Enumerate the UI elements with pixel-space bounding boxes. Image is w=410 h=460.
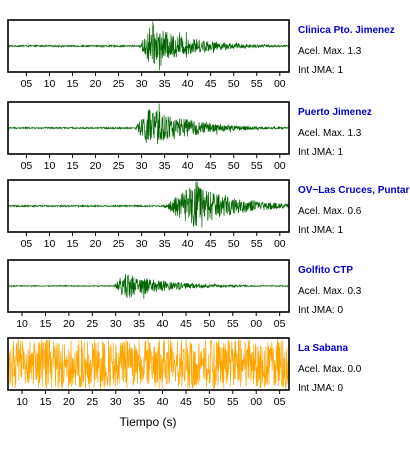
panel-2: 05 10 15 20 25 30 35 40 45 50 55 00 Puerto Jimenez Ac…	[7, 101, 372, 172]
x-tick-label: 45	[205, 78, 217, 90]
station-name: La Sabana	[298, 343, 348, 354]
waveform-trace	[7, 21, 290, 71]
x-tick-label: 50	[204, 318, 216, 330]
x-tick-label: 35	[159, 238, 171, 250]
x-tick-label: 10	[16, 318, 28, 330]
x-tick-label: 40	[182, 160, 194, 172]
x-tick-label: 25	[113, 78, 125, 90]
x-tick-label: 20	[90, 160, 102, 172]
panel-4: 10 15 20 25 30 35 40 45 50 55 00 05 Golfito CTP Acel.…	[7, 259, 362, 330]
x-tick-label: 25	[113, 238, 125, 250]
x-tick-label: 15	[67, 78, 79, 90]
x-tick-label: 15	[67, 160, 79, 172]
seismogram-panels: 05 10 15 20 25 30 35 40 45 50 55 00 Clinica Pto. Jim…	[7, 19, 410, 408]
x-tick-label: 20	[90, 238, 102, 250]
x-tick-label: 25	[86, 318, 98, 330]
waveform-trace	[7, 273, 290, 299]
x-tick-label: 20	[90, 78, 102, 90]
x-tick-label: 30	[136, 78, 148, 90]
panel-frame	[7, 337, 290, 391]
x-tick-label: 50	[228, 78, 240, 90]
x-tick-label: 35	[159, 78, 171, 90]
x-tick-label: 05	[274, 396, 286, 408]
x-tick-label: 05	[21, 238, 33, 250]
station-name: Puerto Jimenez	[298, 107, 372, 118]
jma-intensity-label: Int JMA: 1	[298, 147, 343, 158]
x-tick-label: 20	[63, 318, 75, 330]
x-tick-label: 55	[227, 396, 239, 408]
x-tick-label: 15	[40, 318, 52, 330]
accel-max-label: Acel. Max. 0.3	[298, 286, 362, 297]
accel-max-label: Acel. Max. 0.0	[298, 364, 362, 375]
accel-max-label: Acel. Max. 1.3	[298, 46, 362, 57]
x-tick-label: 45	[205, 160, 217, 172]
x-tick-label: 00	[274, 78, 286, 90]
station-name: OV−Las Cruces, Puntar	[298, 185, 410, 196]
x-tick-label: 45	[180, 318, 192, 330]
x-tick-label: 30	[136, 238, 148, 250]
x-tick-label: 35	[133, 318, 145, 330]
station-name: Golfito CTP	[298, 265, 353, 276]
x-tick-label: 55	[251, 238, 263, 250]
panel-frame	[7, 259, 290, 313]
jma-intensity-label: Int JMA: 0	[298, 305, 343, 316]
x-tick-label: 15	[67, 238, 79, 250]
x-tick-label: 25	[113, 160, 125, 172]
panel-1: 05 10 15 20 25 30 35 40 45 50 55 00 Clinica Pto. Jim…	[7, 19, 395, 90]
x-tick-label: 45	[205, 238, 217, 250]
x-tick-label: 55	[251, 160, 263, 172]
waveform-trace	[7, 103, 290, 144]
x-tick-label: 10	[16, 396, 28, 408]
x-tick-label: 30	[110, 396, 122, 408]
x-tick-label: 40	[157, 396, 169, 408]
x-tick-label: 25	[86, 396, 98, 408]
accel-max-label: Acel. Max. 1.3	[298, 128, 362, 139]
x-tick-label: 50	[228, 160, 240, 172]
accel-max-label: Acel. Max. 0.6	[298, 206, 362, 217]
x-tick-label: 50	[204, 396, 216, 408]
x-tick-label: 55	[227, 318, 239, 330]
x-tick-label: 00	[274, 238, 286, 250]
jma-intensity-label: Int JMA: 0	[298, 383, 343, 394]
x-tick-label: 10	[44, 238, 56, 250]
x-tick-label: 00	[274, 160, 286, 172]
x-tick-label: 20	[63, 396, 75, 408]
panel-frame	[7, 179, 290, 233]
jma-intensity-label: Int JMA: 1	[298, 225, 343, 236]
waveform-trace	[7, 181, 290, 228]
x-axis-label: Tiempo (s)	[120, 415, 177, 429]
x-tick-label: 35	[133, 396, 145, 408]
x-tick-label: 05	[21, 78, 33, 90]
x-tick-label: 05	[21, 160, 33, 172]
panel-5: 10 15 20 25 30 35 40 45 50 55 00 05 La Sabana Acel. M…	[7, 337, 362, 408]
x-tick-label: 40	[182, 78, 194, 90]
panel-3: 05 10 15 20 25 30 35 40 45 50 55 00 OV−Las Cruces, P…	[7, 179, 410, 250]
panel-frame	[7, 101, 290, 155]
x-tick-label: 00	[250, 318, 262, 330]
x-tick-label: 15	[40, 396, 52, 408]
x-tick-label: 00	[250, 396, 262, 408]
x-tick-label: 50	[228, 238, 240, 250]
x-tick-label: 35	[159, 160, 171, 172]
waveform-trace	[7, 338, 290, 390]
x-tick-label: 55	[251, 78, 263, 90]
x-tick-label: 05	[274, 318, 286, 330]
x-tick-label: 10	[44, 78, 56, 90]
x-tick-label: 45	[180, 396, 192, 408]
x-tick-label: 40	[157, 318, 169, 330]
x-tick-label: 30	[136, 160, 148, 172]
station-name: Clinica Pto. Jimenez	[298, 25, 395, 36]
x-tick-label: 10	[44, 160, 56, 172]
panel-frame	[7, 19, 290, 73]
x-tick-label: 40	[182, 238, 194, 250]
jma-intensity-label: Int JMA: 1	[298, 65, 343, 76]
x-tick-label: 30	[110, 318, 122, 330]
